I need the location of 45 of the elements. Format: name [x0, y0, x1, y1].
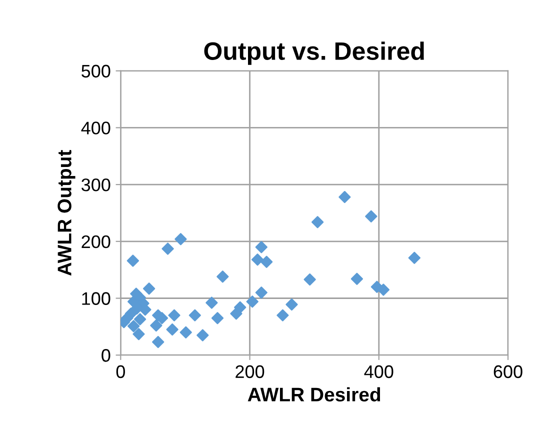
y-tick-label: 200 [82, 235, 110, 248]
point [338, 190, 351, 204]
point [196, 329, 209, 342]
point [350, 272, 364, 285]
x-tick-label: 400 [364, 365, 394, 378]
x-tick-label: 0 [116, 365, 125, 378]
chart-title: Output vs. Desired [204, 42, 424, 65]
y-tick-label: 0 [102, 349, 110, 362]
y-tick-label: 100 [82, 292, 110, 305]
point [168, 309, 180, 322]
point [276, 309, 289, 322]
point [377, 284, 390, 296]
point [255, 286, 268, 299]
point [134, 313, 146, 326]
point [166, 323, 178, 336]
point [246, 296, 258, 308]
point [152, 336, 164, 348]
y-tick-label: 300 [82, 178, 110, 192]
x-tick-label: 200 [236, 365, 264, 378]
point [188, 309, 201, 322]
point [408, 252, 420, 264]
y-tick-label: 500 [82, 64, 110, 78]
point [126, 254, 140, 267]
y-axis-title: AWLR Output [58, 150, 76, 276]
point [132, 328, 145, 340]
point [251, 254, 264, 266]
y-tick-label: 400 [81, 122, 110, 134]
point [174, 233, 187, 246]
point [260, 256, 273, 268]
x-tick-label: 600 [494, 365, 522, 378]
point [304, 273, 316, 286]
point [128, 320, 140, 332]
point [311, 216, 324, 228]
point [234, 301, 246, 314]
point [206, 296, 218, 309]
point [255, 241, 268, 254]
point [150, 319, 162, 332]
point [162, 242, 174, 255]
point [286, 298, 298, 311]
point [365, 210, 378, 222]
point [142, 282, 156, 295]
point [211, 312, 224, 324]
point [180, 326, 192, 338]
point [216, 270, 229, 283]
x-axis-title: AWLR Desired [248, 387, 380, 402]
